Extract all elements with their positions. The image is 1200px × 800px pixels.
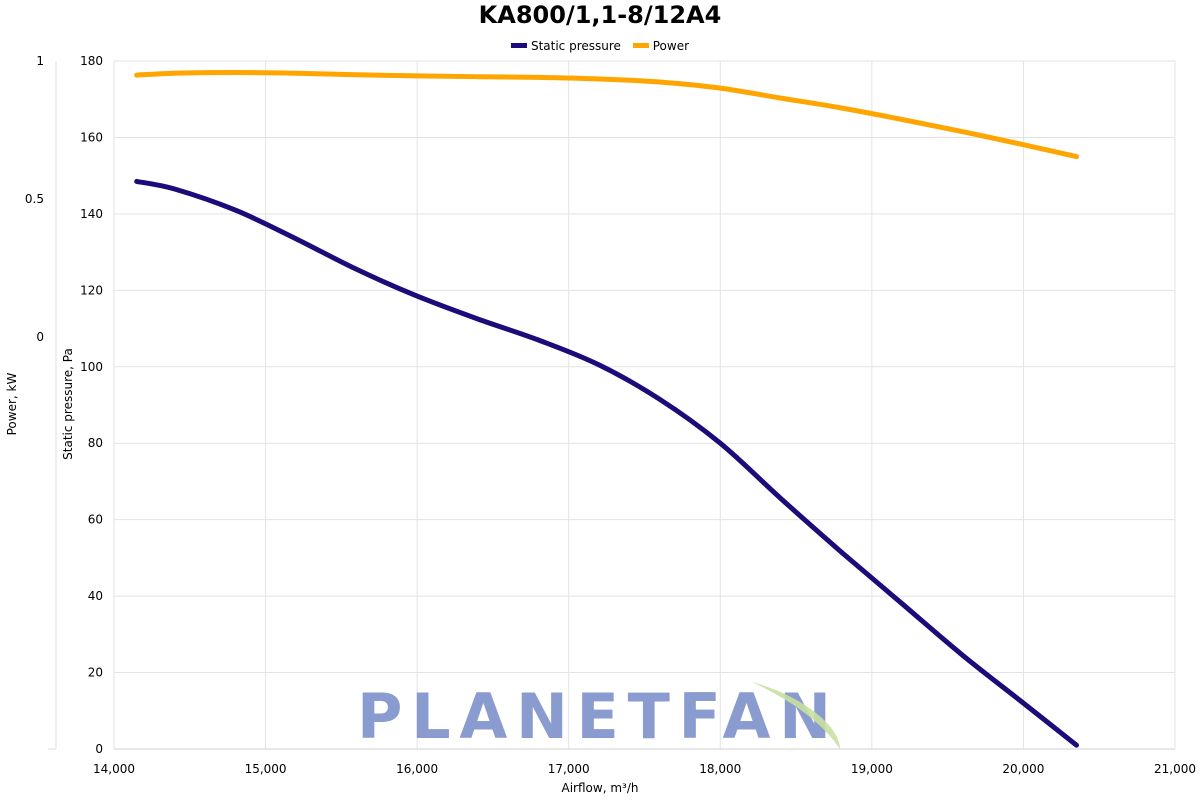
grid-lines (113, 60, 1176, 750)
y-tick-label: 180 (80, 54, 103, 68)
y-tick-label: 100 (80, 360, 103, 374)
y2-axis-label-power: Power, kW (5, 372, 19, 436)
chart-title: KA800/1,1-8/12A4 (478, 1, 722, 29)
y-tick-label: 80 (88, 436, 103, 450)
y-tick-label: 140 (80, 207, 103, 221)
y-tick-label: 40 (88, 589, 103, 603)
y-tick-label: 120 (80, 283, 103, 297)
series-lines (134, 70, 1079, 748)
legend-item-static-pressure[interactable]: Static pressure (510, 38, 621, 54)
watermark-logo: PLANETFAN (357, 680, 840, 753)
legend: Static pressure Power (0, 36, 1200, 54)
watermark-text: PLANETFAN (357, 680, 837, 753)
x-axis-label: Airflow, m³/h (561, 781, 639, 795)
legend-swatch-static-pressure (510, 43, 527, 48)
legend-swatch-power (632, 43, 649, 48)
tick-labels: 14,000 15,000 16,000 17,000 18,000 19,000 20,0… (25, 54, 1196, 776)
axes (48, 61, 1175, 750)
x-tick-label: 14,000 (93, 762, 135, 776)
legend-item-power[interactable]: Power (632, 38, 690, 54)
static-pressure-line (134, 178, 1079, 748)
y2-tick-label: 0 (36, 330, 44, 344)
y-axis-label-static-pressure: Static pressure, Pa (61, 348, 75, 460)
y-tick-label: 160 (80, 130, 103, 144)
x-tick-label: 21,000 (1154, 762, 1196, 776)
x-tick-label: 17,000 (548, 762, 590, 776)
x-tick-label: 16,000 (396, 762, 438, 776)
y-tick-label: 20 (88, 666, 103, 680)
legend-label-power: Power (652, 38, 690, 53)
y2-tick-label: 0.5 (25, 192, 44, 206)
x-tick-label: 20,000 (1002, 762, 1044, 776)
x-tick-label: 19,000 (851, 762, 893, 776)
power-line (134, 70, 1079, 160)
x-tick-label: 15,000 (245, 762, 287, 776)
x-tick-label: 18,000 (699, 762, 741, 776)
y-tick-label: 60 (88, 513, 103, 527)
y-tick-label: 0 (95, 742, 103, 756)
legend-label-static-pressure: Static pressure (530, 38, 621, 53)
y2-tick-label: 1 (36, 54, 44, 68)
